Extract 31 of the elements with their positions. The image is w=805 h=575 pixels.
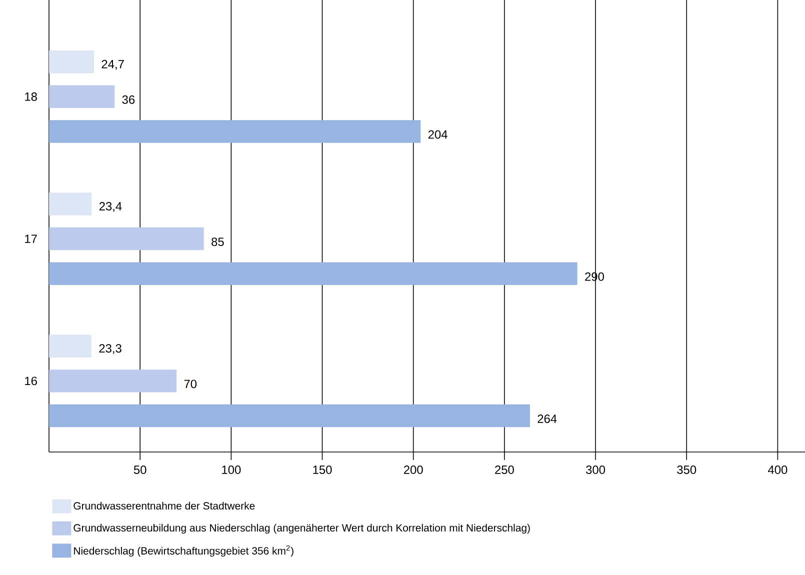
legend-label: Grundwasserentnahme der Stadtwerke — [74, 502, 255, 510]
bar — [49, 227, 204, 250]
data-label: 23,3 — [99, 344, 122, 354]
y-tick-label: 16 — [25, 376, 37, 386]
x-tick-label: 400 — [768, 466, 788, 474]
data-label: 24,7 — [102, 60, 124, 70]
y-tick-label: 18 — [25, 92, 37, 101]
legend-label: Niederschlag (Bewirtschaftungsgebiet 356 km$^{2}$) — [74, 545, 294, 557]
bar — [49, 262, 578, 285]
x-tick-label: 250 — [495, 466, 514, 474]
x-tick-label: 100 — [222, 466, 241, 474]
y-tick-label: 17 — [25, 234, 37, 243]
data-label: 85 — [212, 238, 224, 246]
bar — [49, 404, 530, 428]
x-tick-label: 50 — [134, 466, 146, 474]
data-label: 36 — [122, 95, 135, 104]
bar — [49, 85, 115, 108]
data-label: 204 — [428, 130, 448, 139]
bar — [49, 334, 92, 358]
data-label: 70 — [184, 380, 197, 388]
x-tick-label: 350 — [677, 466, 696, 474]
bar — [49, 370, 177, 392]
data-label: 264 — [538, 414, 557, 423]
bar — [49, 192, 92, 216]
data-label: 23,4 — [99, 202, 122, 212]
x-tick-label: 150 — [313, 466, 332, 474]
x-tick-label: 300 — [586, 466, 606, 474]
bar — [49, 50, 94, 74]
legend-label: Grundwasserneubildung aus Niederschlag (angenäherter Wert durch Korrelation mit Niederschlag) — [74, 524, 530, 534]
bar — [49, 120, 421, 143]
x-tick-label: 200 — [404, 466, 423, 474]
